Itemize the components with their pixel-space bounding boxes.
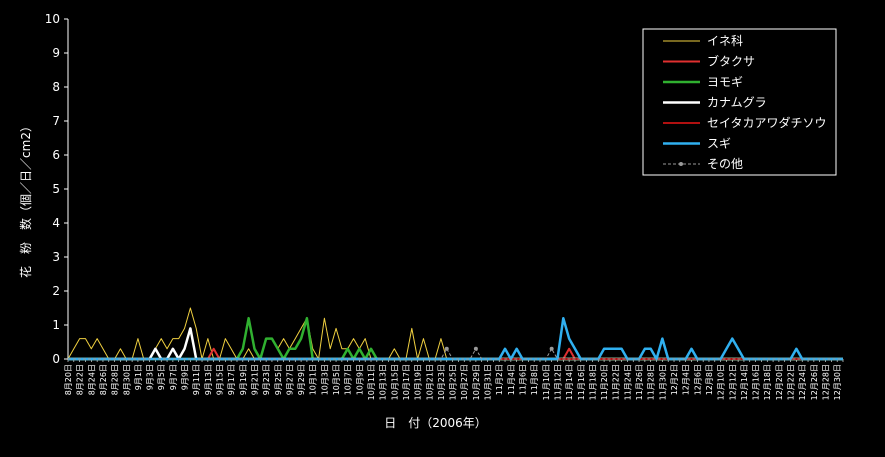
- y-tick-label: 6: [52, 148, 60, 162]
- x-tick-label: 10月25日: [449, 364, 458, 400]
- x-tick-label: 12月2日: [670, 364, 679, 395]
- y-tick-label: 2: [52, 284, 60, 298]
- series-marker: [549, 346, 554, 351]
- legend-label: その他: [707, 157, 743, 171]
- y-tick-label: 7: [52, 114, 60, 128]
- x-tick-label: 10月5日: [332, 364, 341, 395]
- x-tick-label: 11月14日: [565, 364, 574, 400]
- x-tick-label: 11月2日: [495, 364, 504, 395]
- x-tick-label: 11月12日: [553, 364, 562, 400]
- x-tick-label: 12月26日: [810, 364, 819, 400]
- x-tick-label: 12月8日: [705, 364, 714, 395]
- x-tick-label: 10月19日: [414, 364, 423, 400]
- x-tick-label: 8月26日: [99, 364, 108, 395]
- x-tick-label: 9月17日: [227, 364, 236, 395]
- x-tick-label: 11月8日: [530, 364, 539, 395]
- y-axis-title: 花 粉 数（個／日／cm2）: [18, 120, 33, 278]
- x-tick-label: 12月22日: [787, 364, 796, 400]
- x-tick-label: 10月23日: [437, 364, 446, 400]
- y-tick-label: 3: [52, 250, 60, 264]
- x-tick-label: 10月27日: [460, 364, 469, 400]
- x-tick-label: 11月28日: [647, 364, 656, 400]
- series-line-6: [68, 316, 843, 361]
- x-tick-label: 9月11日: [192, 364, 201, 395]
- x-tick-label: 9月13日: [204, 364, 213, 395]
- y-tick-label: 0: [52, 352, 60, 366]
- x-tick-label: 9月29日: [297, 364, 306, 395]
- x-tick-label: 11月20日: [600, 364, 609, 400]
- x-tick-label: 12月18日: [763, 364, 772, 400]
- legend-label: カナムグラ: [707, 96, 767, 110]
- x-tick-label: 12月16日: [752, 364, 761, 400]
- legend-label: セイタカアワダチソウ: [707, 115, 827, 130]
- series-lines: [67, 307, 843, 361]
- x-tick-label: 12月28日: [822, 364, 831, 400]
- x-axis-title: 日 付（2006年）: [384, 416, 487, 430]
- series-line-3: [68, 316, 843, 361]
- legend-label: スギ: [707, 137, 731, 151]
- legend-label: ヨモギ: [707, 75, 743, 89]
- x-tick-label: 8月30日: [122, 364, 131, 395]
- legend-label: イネ科: [707, 34, 743, 48]
- x-tick-label: 11月16日: [577, 364, 586, 400]
- y-tick-label: 8: [52, 80, 60, 94]
- x-tick-label: 10月17日: [402, 364, 411, 400]
- legend-swatch-marker: [679, 162, 683, 166]
- y-tick-label: 4: [52, 216, 60, 230]
- x-tick-label: 12月30日: [833, 364, 842, 400]
- x-tick-label: 9月27日: [285, 364, 294, 395]
- y-tick-label: 9: [52, 46, 60, 60]
- x-tick-label: 11月6日: [519, 364, 528, 395]
- x-tick-label: 9月19日: [239, 364, 248, 395]
- x-tick-label: 10月13日: [379, 364, 388, 400]
- x-tick-label: 10月1日: [309, 364, 318, 395]
- x-tick-label: 12月4日: [682, 364, 691, 395]
- x-tick-label: 11月4日: [507, 364, 516, 395]
- x-tick-label: 12月6日: [693, 364, 702, 395]
- series-marker: [473, 346, 478, 351]
- x-tick-label: 11月30日: [658, 364, 667, 400]
- x-tick-label: 9月15日: [216, 364, 225, 395]
- x-tick-label: 10月29日: [472, 364, 481, 400]
- legend-label: ブタクサ: [707, 54, 755, 69]
- x-tick-label: 9月5日: [157, 364, 166, 390]
- x-tick-label: 10月15日: [390, 364, 399, 400]
- x-tick-label: 10月21日: [425, 364, 434, 400]
- x-tick-label: 11月24日: [623, 364, 632, 400]
- x-tick-label: 11月26日: [635, 364, 644, 400]
- x-tick-label: 10月9日: [355, 364, 364, 395]
- x-tick-label: 9月21日: [250, 364, 259, 395]
- series-marker: [444, 346, 449, 351]
- y-tick-label: 1: [52, 318, 60, 332]
- x-tick-label: 12月12日: [728, 364, 737, 400]
- x-tick-label: 10月11日: [367, 364, 376, 400]
- x-tick-label: 9月23日: [262, 364, 271, 395]
- series-line-4: [68, 327, 843, 361]
- y-tick-label: 5: [52, 182, 60, 196]
- y-tick-label: 10: [45, 12, 60, 26]
- x-tick-label: 11月10日: [542, 364, 551, 400]
- x-tick-label: 9月7日: [169, 364, 178, 390]
- x-tick-label: 10月31日: [484, 364, 493, 400]
- x-tick-label: 12月24日: [798, 364, 807, 400]
- x-tick-label: 9月1日: [134, 364, 143, 390]
- x-tick-label: 12月14日: [740, 364, 749, 400]
- x-tick-label: 8月24日: [87, 364, 96, 395]
- x-tick-label: 8月22日: [76, 364, 85, 395]
- x-tick-label: 12月20日: [775, 364, 784, 400]
- x-tick-label: 9月9日: [181, 364, 190, 390]
- x-tick-label: 9月3日: [146, 364, 155, 390]
- x-tick-label: 9月25日: [274, 364, 283, 395]
- x-tick-label: 10月3日: [320, 364, 329, 395]
- x-tick-label: 10月7日: [344, 364, 353, 395]
- x-tick-label: 12月10日: [717, 364, 726, 400]
- x-tick-label: 8月28日: [111, 364, 120, 395]
- x-tick-label: 11月18日: [588, 364, 597, 400]
- x-tick-label: 11月22日: [612, 364, 621, 400]
- x-tick-label: 8月20日: [64, 364, 73, 395]
